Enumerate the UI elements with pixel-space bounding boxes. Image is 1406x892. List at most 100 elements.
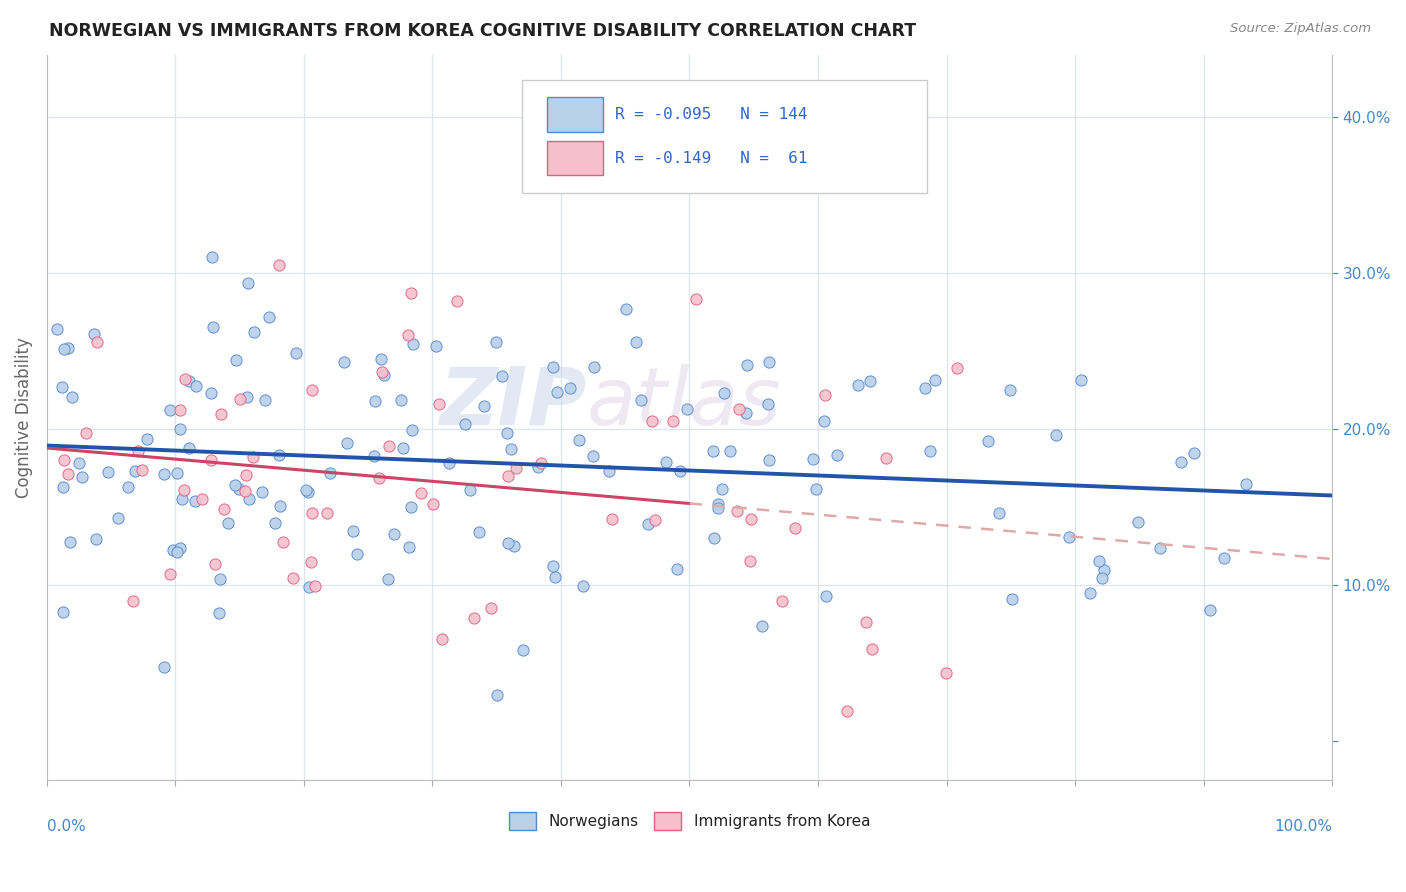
Point bbox=[624, 334, 647, 349]
Point bbox=[401, 337, 423, 351]
Point bbox=[267, 258, 290, 272]
Point bbox=[242, 450, 264, 465]
Point bbox=[713, 386, 735, 401]
Point bbox=[124, 464, 146, 478]
Point bbox=[685, 293, 707, 307]
Point bbox=[710, 482, 733, 496]
Text: Source: ZipAtlas.com: Source: ZipAtlas.com bbox=[1230, 22, 1371, 36]
Point bbox=[177, 374, 200, 388]
Point bbox=[1234, 477, 1257, 491]
Point bbox=[846, 378, 869, 392]
Text: atlas: atlas bbox=[586, 364, 782, 442]
Point bbox=[1070, 373, 1092, 387]
Point bbox=[153, 659, 176, 673]
FancyBboxPatch shape bbox=[547, 97, 603, 132]
Point bbox=[398, 540, 420, 554]
Point bbox=[281, 571, 304, 585]
Point bbox=[505, 461, 527, 475]
Text: 100.0%: 100.0% bbox=[1274, 820, 1331, 834]
Point bbox=[860, 642, 883, 657]
Y-axis label: Cognitive Disability: Cognitive Disability bbox=[15, 337, 32, 498]
Point bbox=[422, 497, 444, 511]
Point bbox=[304, 578, 326, 592]
Point bbox=[640, 414, 662, 428]
Point bbox=[267, 448, 290, 462]
Point bbox=[600, 512, 623, 526]
Point bbox=[814, 388, 837, 402]
Point bbox=[945, 361, 967, 376]
Point bbox=[342, 524, 364, 538]
Point bbox=[1045, 428, 1067, 442]
Point bbox=[52, 342, 75, 356]
Point bbox=[58, 341, 80, 355]
Point bbox=[637, 516, 659, 531]
Point bbox=[209, 407, 232, 421]
Point bbox=[437, 456, 460, 470]
Point bbox=[159, 402, 181, 417]
Point bbox=[1088, 554, 1111, 568]
Point bbox=[425, 339, 447, 353]
Point bbox=[666, 561, 689, 575]
Point bbox=[173, 483, 195, 497]
Point bbox=[208, 606, 231, 620]
Point bbox=[583, 360, 606, 375]
Point bbox=[174, 372, 197, 386]
Point bbox=[728, 401, 751, 416]
Point bbox=[183, 494, 205, 508]
Point bbox=[1078, 586, 1101, 600]
Point bbox=[319, 466, 342, 480]
Point bbox=[662, 414, 685, 428]
Point bbox=[1182, 446, 1205, 460]
Point bbox=[1199, 603, 1222, 617]
Point bbox=[284, 346, 307, 360]
Point bbox=[301, 384, 323, 398]
Point bbox=[472, 399, 495, 413]
Point bbox=[346, 547, 368, 561]
Point bbox=[527, 460, 550, 475]
FancyBboxPatch shape bbox=[523, 80, 927, 193]
Point bbox=[184, 379, 207, 393]
Point bbox=[409, 486, 432, 500]
Point bbox=[1170, 454, 1192, 468]
Point bbox=[1213, 550, 1236, 565]
Point bbox=[725, 504, 748, 518]
Point bbox=[269, 500, 291, 514]
Point bbox=[191, 492, 214, 507]
Point bbox=[496, 535, 519, 549]
Point bbox=[859, 374, 882, 388]
Point bbox=[159, 567, 181, 582]
Point bbox=[703, 531, 725, 545]
Point bbox=[1091, 571, 1114, 585]
Point bbox=[568, 433, 591, 447]
Point bbox=[301, 507, 323, 521]
Point bbox=[169, 422, 191, 436]
Point bbox=[59, 535, 82, 549]
Point bbox=[75, 425, 97, 440]
Point bbox=[496, 426, 519, 441]
Point bbox=[238, 492, 260, 507]
Point bbox=[166, 545, 188, 559]
Point bbox=[51, 480, 73, 494]
Point bbox=[236, 276, 259, 290]
Point bbox=[69, 456, 91, 470]
Point bbox=[918, 444, 941, 458]
Point bbox=[735, 358, 758, 372]
Point bbox=[544, 570, 567, 584]
Point bbox=[427, 397, 450, 411]
Point bbox=[801, 452, 824, 467]
Point bbox=[332, 354, 354, 368]
Point bbox=[384, 527, 406, 541]
Point bbox=[60, 390, 83, 404]
Point bbox=[1001, 591, 1024, 606]
Point bbox=[1126, 515, 1149, 529]
FancyBboxPatch shape bbox=[547, 141, 603, 176]
Point bbox=[135, 432, 157, 446]
Text: NORWEGIAN VS IMMIGRANTS FROM KOREA COGNITIVE DISABILITY CORRELATION CHART: NORWEGIAN VS IMMIGRANTS FROM KOREA COGNI… bbox=[49, 22, 917, 40]
Point bbox=[756, 397, 779, 411]
Point bbox=[815, 589, 838, 603]
Point bbox=[855, 615, 877, 630]
Point bbox=[200, 453, 222, 467]
Point bbox=[783, 520, 806, 534]
Point bbox=[543, 360, 565, 375]
Point bbox=[52, 453, 75, 467]
